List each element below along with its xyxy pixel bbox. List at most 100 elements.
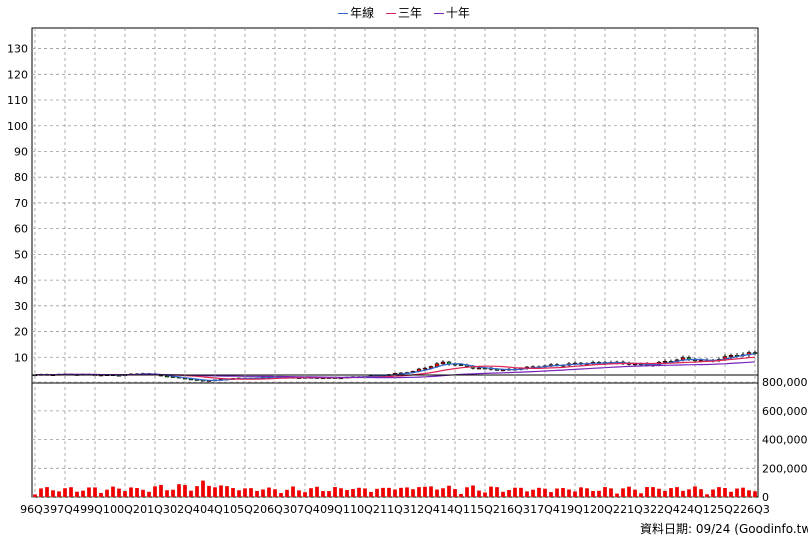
x-tick-label: 22Q4 bbox=[650, 503, 680, 516]
volume-bar bbox=[519, 487, 523, 497]
volume-bar bbox=[753, 491, 757, 497]
x-tick-label: 00Q2 bbox=[110, 503, 140, 516]
volume-bar bbox=[663, 490, 667, 497]
volume-bar bbox=[243, 488, 247, 497]
volume-bar bbox=[69, 487, 73, 497]
volume-bar bbox=[363, 488, 367, 497]
volume-bar bbox=[675, 487, 679, 497]
volume-tick-label: 0 bbox=[762, 491, 769, 504]
x-tick-label: 14Q1 bbox=[440, 503, 470, 516]
volume-bar bbox=[465, 487, 469, 497]
volume-bar bbox=[459, 493, 463, 497]
volume-tick-label: 400,000 bbox=[762, 434, 808, 447]
volume-bar bbox=[267, 487, 271, 497]
volume-bar bbox=[249, 488, 253, 497]
volume-tick-label: 800,000 bbox=[762, 376, 808, 389]
price-tick-label: 50 bbox=[14, 248, 28, 261]
volume-panel: 0 200,000 400,000 600,000 800,000 bbox=[31, 374, 808, 504]
price-tick-label: 110 bbox=[7, 94, 28, 107]
x-tick-label: 96Q3 bbox=[20, 503, 50, 516]
x-tick-label: 11Q3 bbox=[380, 503, 410, 516]
volume-bar bbox=[741, 487, 745, 497]
price-tick-label: 120 bbox=[7, 68, 28, 81]
price-tick-label: 100 bbox=[7, 120, 28, 133]
source-note: 資料日期: 09/24 (Goodinfo.tw) bbox=[640, 520, 808, 537]
volume-bar bbox=[453, 489, 457, 497]
x-tick-label: 97Q4 bbox=[50, 503, 80, 516]
price-tick-label: 90 bbox=[14, 145, 28, 158]
volume-bar bbox=[165, 490, 169, 497]
legend-label-yearly: 年線 bbox=[350, 6, 375, 20]
legend-label-three-year: 三年 bbox=[397, 6, 422, 20]
volume-bar bbox=[375, 488, 379, 497]
volume-bar bbox=[489, 486, 493, 497]
price-tick-label: 70 bbox=[14, 197, 28, 210]
price-tick-label: 20 bbox=[14, 326, 28, 339]
source-site-label: (Goodinfo.tw) bbox=[734, 522, 808, 536]
volume-bar bbox=[225, 486, 229, 497]
volume-bar bbox=[567, 489, 571, 497]
volume-bar bbox=[633, 489, 637, 497]
volume-bar bbox=[423, 486, 427, 497]
volume-bar bbox=[681, 490, 685, 497]
volume-bar bbox=[435, 489, 439, 497]
volume-bar bbox=[39, 488, 43, 497]
price-tick-label: 10 bbox=[14, 351, 28, 364]
volume-bar bbox=[321, 490, 325, 497]
volume-bar bbox=[93, 487, 97, 497]
x-tick-label: 07Q4 bbox=[290, 503, 320, 516]
x-tick-label: 16Q3 bbox=[500, 503, 530, 516]
volume-bar bbox=[147, 491, 151, 497]
legend-item-ten-year[interactable]: 十年 bbox=[433, 4, 470, 21]
volume-bar bbox=[717, 487, 721, 497]
legend-item-three-year[interactable]: 三年 bbox=[385, 4, 422, 21]
volume-bar bbox=[135, 488, 139, 497]
volume-bar bbox=[207, 485, 211, 497]
volume-bar bbox=[585, 488, 589, 497]
volume-bar bbox=[333, 487, 337, 497]
volume-bar bbox=[195, 486, 199, 497]
volume-bar bbox=[189, 490, 193, 497]
volume-bar bbox=[273, 489, 277, 497]
volume-bar bbox=[369, 491, 373, 497]
volume-bar bbox=[621, 488, 625, 497]
volume-bar bbox=[477, 490, 481, 497]
price-panel: 10 20 30 40 50 60 70 80 90 100 110 120 130 bbox=[7, 27, 759, 384]
x-tick-label: 09Q1 bbox=[320, 503, 350, 516]
volume-bar bbox=[183, 485, 187, 497]
volume-bar bbox=[213, 487, 217, 497]
volume-bar bbox=[525, 491, 529, 497]
candle-body bbox=[728, 355, 734, 357]
x-tick-label: 15Q2 bbox=[470, 503, 500, 516]
volume-bar bbox=[723, 488, 727, 497]
volume-bar bbox=[345, 490, 349, 497]
legend-item-yearly[interactable]: 年線 bbox=[338, 4, 374, 21]
x-tick-label: 25Q2 bbox=[710, 503, 740, 516]
volume-bar bbox=[657, 488, 661, 497]
volume-bar bbox=[573, 491, 577, 497]
price-tick-label: 60 bbox=[14, 223, 28, 236]
x-tick-label: 17Q4 bbox=[530, 503, 560, 516]
volume-bar bbox=[357, 487, 361, 497]
volume-bar bbox=[291, 486, 295, 497]
volume-bar bbox=[645, 487, 649, 497]
volume-bar bbox=[513, 487, 517, 497]
volume-bar bbox=[387, 487, 391, 497]
volume-bar bbox=[141, 489, 145, 497]
legend-label-ten-year: 十年 bbox=[445, 6, 470, 20]
candle-body bbox=[458, 364, 464, 367]
x-tick-label: 05Q2 bbox=[230, 503, 260, 516]
volume-bar bbox=[495, 487, 499, 497]
x-tick-label: 21Q3 bbox=[620, 503, 650, 516]
candle-body bbox=[752, 352, 758, 354]
x-tick-label: 01Q3 bbox=[140, 503, 170, 516]
volume-bar bbox=[177, 484, 181, 497]
legend-swatch-three-year bbox=[385, 13, 396, 14]
volume-bar bbox=[543, 488, 547, 497]
volume-bar bbox=[279, 493, 283, 497]
candle-body bbox=[476, 367, 482, 370]
volume-bar bbox=[537, 487, 541, 497]
candle-body bbox=[686, 357, 692, 360]
volume-bar bbox=[687, 489, 691, 497]
volume-bar bbox=[153, 486, 157, 497]
